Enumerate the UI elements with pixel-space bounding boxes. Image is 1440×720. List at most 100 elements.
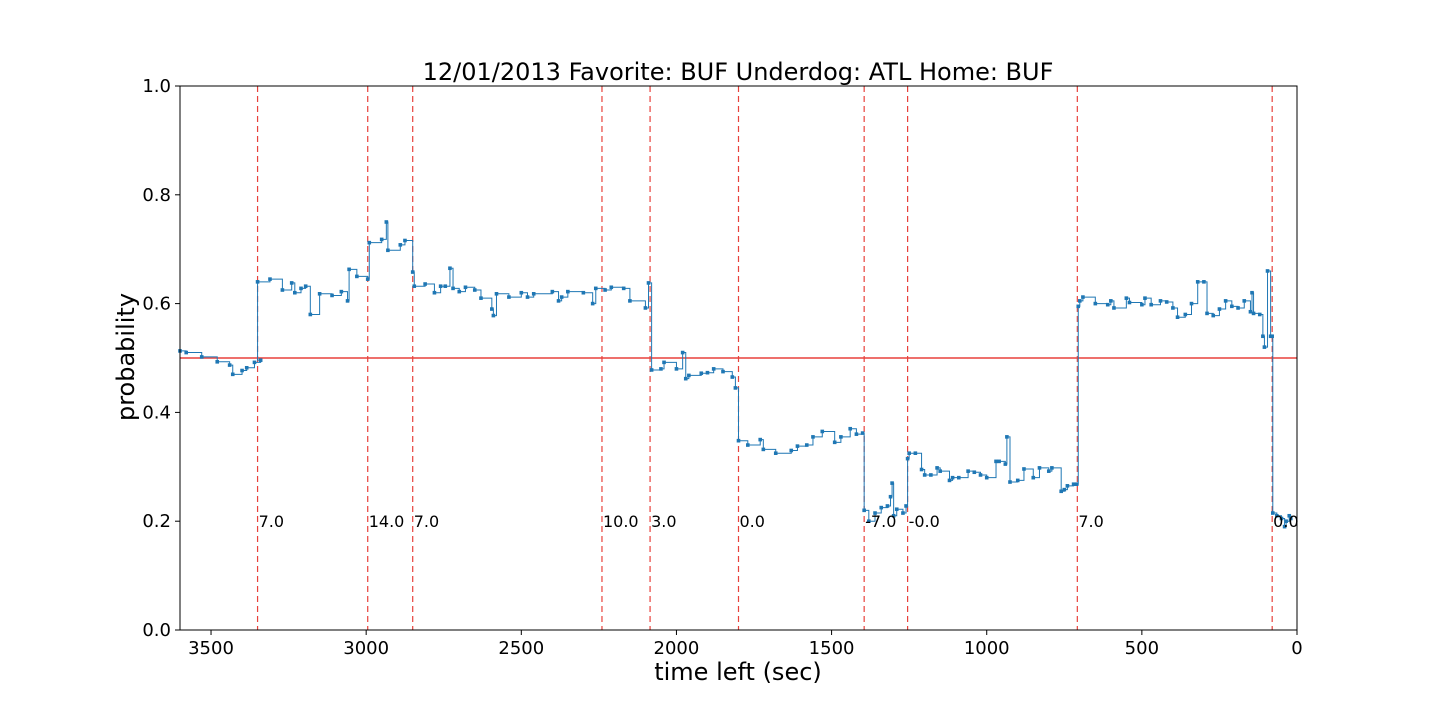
data-point bbox=[1074, 482, 1079, 487]
data-point bbox=[603, 288, 607, 292]
data-point bbox=[1105, 302, 1110, 307]
data-point bbox=[947, 478, 952, 483]
data-point bbox=[1062, 487, 1067, 492]
score-event-label: -0.0 bbox=[909, 512, 940, 531]
data-point bbox=[379, 237, 384, 242]
data-point bbox=[347, 267, 351, 272]
data-point bbox=[862, 508, 866, 513]
data-point bbox=[280, 288, 285, 292]
data-point bbox=[244, 365, 249, 370]
x-tick-label: 2500 bbox=[498, 638, 544, 659]
data-point bbox=[929, 473, 933, 477]
data-point bbox=[1287, 513, 1292, 518]
data-point bbox=[1031, 475, 1036, 480]
data-point bbox=[1078, 299, 1082, 303]
y-tick-label: 0.4 bbox=[142, 402, 171, 423]
data-point bbox=[966, 469, 970, 473]
data-point bbox=[1189, 301, 1194, 306]
data-point bbox=[463, 285, 468, 290]
data-point bbox=[1242, 299, 1247, 303]
data-point bbox=[566, 289, 570, 294]
plot-area: 7.0 14.0 7.0 10.0 3.0 0.0 -7.0 -0.0 7.0 0.0 3500 30… bbox=[142, 76, 1302, 659]
data-point bbox=[997, 459, 1001, 464]
data-point bbox=[867, 519, 871, 523]
data-point bbox=[1037, 466, 1042, 470]
data-point bbox=[646, 281, 651, 285]
y-tick-label: 0.0 bbox=[142, 620, 171, 641]
data-point bbox=[479, 296, 483, 300]
score-event-label: 0.0 bbox=[1273, 512, 1298, 531]
data-point bbox=[994, 459, 998, 464]
data-point bbox=[1262, 345, 1267, 349]
y-tick-label: 0.2 bbox=[142, 511, 171, 532]
score-event-label: 3.0 bbox=[651, 512, 676, 531]
data-point bbox=[255, 280, 260, 284]
data-point bbox=[890, 481, 894, 485]
data-point bbox=[1071, 482, 1076, 487]
data-point bbox=[758, 437, 763, 442]
x-axis-label: time left (sec) bbox=[654, 658, 822, 686]
data-point bbox=[984, 475, 989, 480]
data-point bbox=[1046, 469, 1051, 473]
data-point bbox=[293, 290, 297, 295]
data-point bbox=[330, 293, 334, 298]
data-point bbox=[386, 248, 390, 253]
data-point bbox=[1284, 519, 1288, 523]
data-point bbox=[494, 292, 499, 296]
data-point bbox=[662, 360, 666, 365]
score-event-label: 7.0 bbox=[259, 512, 284, 531]
data-point bbox=[1282, 524, 1287, 529]
data-point bbox=[913, 451, 918, 455]
data-point bbox=[1195, 280, 1200, 284]
data-point bbox=[879, 505, 884, 510]
data-point bbox=[1217, 307, 1222, 311]
data-point bbox=[659, 367, 663, 371]
data-point bbox=[457, 289, 462, 294]
data-point bbox=[699, 371, 704, 376]
data-point bbox=[355, 274, 359, 279]
data-point bbox=[730, 375, 735, 379]
data-point bbox=[839, 435, 843, 439]
data-point bbox=[1127, 300, 1132, 305]
data-point bbox=[1223, 299, 1228, 303]
data-point bbox=[733, 386, 738, 390]
data-point bbox=[628, 299, 632, 303]
data-point bbox=[432, 290, 437, 295]
data-point bbox=[443, 284, 448, 288]
data-point bbox=[423, 282, 427, 286]
x-tick-label: 2000 bbox=[654, 638, 700, 659]
data-point bbox=[820, 429, 825, 434]
data-point bbox=[438, 284, 443, 288]
data-point bbox=[1015, 478, 1020, 483]
data-point bbox=[1265, 269, 1270, 273]
data-point bbox=[531, 292, 536, 296]
x-tick-label: 500 bbox=[1125, 638, 1159, 659]
data-point bbox=[1257, 312, 1262, 317]
data-point bbox=[873, 511, 877, 515]
data-point bbox=[184, 350, 189, 355]
x-tick-label: 0 bbox=[1291, 638, 1302, 659]
data-point bbox=[621, 286, 626, 291]
data-point bbox=[384, 220, 389, 224]
data-point bbox=[215, 360, 220, 364]
data-point bbox=[525, 295, 530, 299]
data-point bbox=[412, 284, 417, 288]
chart-title: 12/01/2013 Favorite: BUF Underdog: ATL H… bbox=[423, 58, 1054, 86]
data-point bbox=[901, 511, 905, 515]
data-point bbox=[1008, 480, 1012, 484]
data-point bbox=[1270, 511, 1275, 515]
data-point bbox=[1059, 489, 1063, 494]
data-point bbox=[1005, 435, 1009, 439]
x-tick-label: 3000 bbox=[343, 638, 389, 659]
data-point bbox=[367, 240, 372, 245]
data-point bbox=[1250, 290, 1254, 295]
data-point bbox=[1109, 299, 1113, 303]
data-point bbox=[1143, 296, 1147, 300]
data-point bbox=[1270, 334, 1274, 339]
y-tick-label: 0.8 bbox=[142, 185, 171, 206]
data-point bbox=[556, 299, 561, 303]
y-axis-label: probability bbox=[112, 293, 140, 421]
data-point bbox=[789, 448, 794, 453]
data-point bbox=[398, 243, 403, 247]
score-event-label: 14.0 bbox=[369, 512, 405, 531]
